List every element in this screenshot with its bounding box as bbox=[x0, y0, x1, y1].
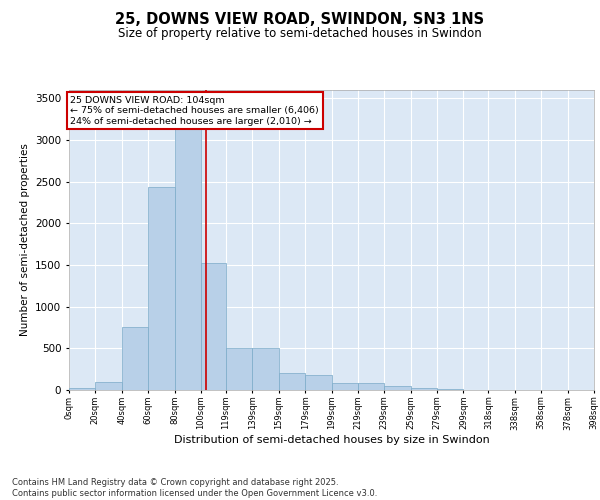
X-axis label: Distribution of semi-detached houses by size in Swindon: Distribution of semi-detached houses by … bbox=[173, 435, 490, 445]
Bar bbox=[122, 326, 148, 390]
Bar bbox=[279, 374, 305, 390]
Bar bbox=[331, 383, 358, 390]
Bar bbox=[384, 386, 410, 390]
Bar bbox=[305, 374, 331, 390]
Text: Contains HM Land Registry data © Crown copyright and database right 2025.
Contai: Contains HM Land Registry data © Crown c… bbox=[12, 478, 377, 498]
Bar bbox=[69, 388, 95, 390]
Bar bbox=[201, 264, 226, 390]
Bar bbox=[437, 389, 463, 390]
Bar bbox=[95, 382, 122, 390]
Bar bbox=[226, 348, 253, 390]
Y-axis label: Number of semi-detached properties: Number of semi-detached properties bbox=[20, 144, 29, 336]
Bar bbox=[148, 186, 175, 390]
Bar bbox=[175, 119, 201, 390]
Text: 25 DOWNS VIEW ROAD: 104sqm
← 75% of semi-detached houses are smaller (6,406)
24%: 25 DOWNS VIEW ROAD: 104sqm ← 75% of semi… bbox=[70, 96, 319, 126]
Bar bbox=[410, 388, 437, 390]
Text: Size of property relative to semi-detached houses in Swindon: Size of property relative to semi-detach… bbox=[118, 28, 482, 40]
Text: 25, DOWNS VIEW ROAD, SWINDON, SN3 1NS: 25, DOWNS VIEW ROAD, SWINDON, SN3 1NS bbox=[115, 12, 485, 28]
Bar bbox=[358, 384, 384, 390]
Bar bbox=[253, 348, 279, 390]
